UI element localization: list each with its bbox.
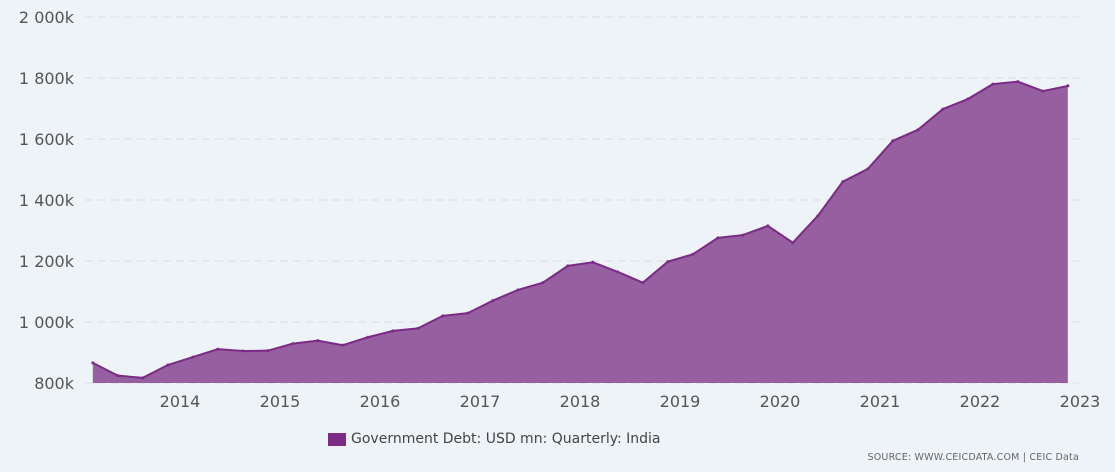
x-tick-label: 2022 [960,392,1001,411]
data-point-2015-12[interactable] [366,335,370,339]
data-point-2020-03[interactable] [791,241,795,245]
data-point-2017-03[interactable] [491,299,495,303]
data-point-2019-03[interactable] [691,252,695,256]
x-tick-label: 2018 [560,392,601,411]
data-point-2015-09[interactable] [341,343,345,347]
data-point-2016-12[interactable] [466,311,470,315]
data-point-2018-03[interactable] [591,260,595,264]
data-point-2020-06[interactable] [816,214,820,218]
data-point-2016-06[interactable] [416,326,420,330]
data-point-2022-09[interactable] [1041,89,1045,93]
data-point-2014-03[interactable] [191,355,195,359]
x-tick-label: 2023 [1060,392,1101,411]
data-point-2018-12[interactable] [666,260,670,264]
data-point-2013-09[interactable] [141,376,145,380]
data-point-2020-12[interactable] [866,167,870,171]
data-point-2021-06[interactable] [916,128,920,132]
x-tick-label: 2019 [660,392,701,411]
data-point-2017-12[interactable] [566,264,570,268]
data-point-2020-09[interactable] [841,180,845,184]
data-point-2014-06[interactable] [216,347,220,351]
data-point-2015-03[interactable] [291,342,295,346]
data-point-2014-12[interactable] [266,349,270,353]
data-point-2013-06[interactable] [116,374,120,378]
data-point-2013-12[interactable] [166,363,170,367]
data-point-2015-06[interactable] [316,339,320,343]
series-line [92,80,1069,379]
source-note: SOURCE: WWW.CEICDATA.COM | CEIC Data [867,452,1079,463]
x-tick-label: 2015 [260,392,301,411]
x-tick-label: 2021 [860,392,901,411]
data-point-2021-03[interactable] [891,139,895,143]
data-point-2022-06[interactable] [1016,80,1020,84]
data-point-2019-06[interactable] [716,236,720,240]
data-point-2021-12[interactable] [966,97,970,101]
x-tick-label: 2020 [760,392,801,411]
data-point-2017-06[interactable] [516,288,520,292]
data-point-2019-09[interactable] [741,233,745,237]
data-point-2017-09[interactable] [541,281,545,285]
x-tick-label: 2014 [160,392,201,411]
legend-swatch [328,432,346,446]
y-tick-label: 1 600k [19,130,75,149]
x-tick-label: 2016 [360,392,401,411]
data-point-2022-12[interactable] [1066,84,1070,88]
data-point-2018-06[interactable] [616,270,620,274]
legend[interactable]: Government Debt: USD mn: Quarterly: Indi… [328,431,661,447]
y-tick-label: 800k [34,374,75,393]
data-point-2014-09[interactable] [241,349,245,353]
data-point-2013-03[interactable] [91,361,95,365]
legend-label: Government Debt: USD mn: Quarterly: Indi… [351,431,661,447]
y-tick-label: 2 000k [19,8,75,27]
data-point-2019-12[interactable] [766,224,770,228]
data-point-2022-03[interactable] [991,82,995,86]
data-point-2018-09[interactable] [641,281,645,285]
area-fill [92,81,1068,383]
x-tick-label: 2017 [460,392,501,411]
data-point-2016-09[interactable] [441,314,445,318]
y-tick-label: 1 200k [19,252,75,271]
data-point-2016-03[interactable] [391,329,395,333]
y-tick-label: 1 400k [19,191,75,210]
y-tick-label: 1 800k [19,69,75,88]
data-point-2021-09[interactable] [941,107,945,111]
y-tick-label: 1 000k [19,313,75,332]
